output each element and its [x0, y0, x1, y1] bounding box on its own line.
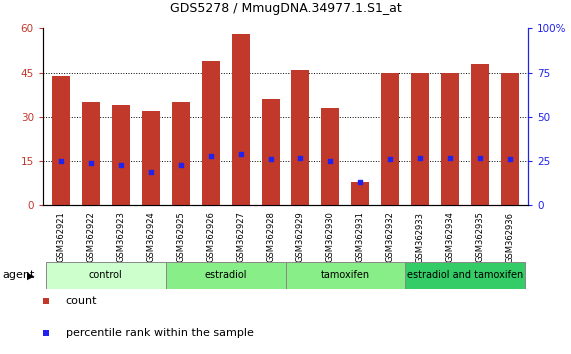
Bar [166, 262, 286, 289]
Point [56, 158, 65, 164]
Bar [405, 262, 525, 289]
Bar [411, 73, 429, 205]
Text: estradiol: estradiol [204, 270, 247, 280]
Point [296, 155, 305, 160]
Text: ▶: ▶ [27, 270, 35, 280]
Text: tamoxifen: tamoxifen [321, 270, 370, 280]
Point [416, 155, 425, 160]
Bar [351, 182, 369, 205]
Point [356, 179, 365, 185]
Bar [286, 262, 405, 289]
Text: control: control [89, 270, 123, 280]
Point [326, 158, 335, 164]
Bar [381, 73, 399, 205]
Text: GDS5278 / MmugDNA.34977.1.S1_at: GDS5278 / MmugDNA.34977.1.S1_at [170, 2, 401, 15]
Text: agent: agent [3, 270, 35, 280]
Point [506, 156, 515, 162]
Bar [441, 73, 459, 205]
Point [206, 153, 215, 159]
Point [86, 160, 95, 166]
Bar [142, 111, 160, 205]
Bar [172, 102, 190, 205]
Point [176, 162, 185, 167]
Bar [46, 262, 166, 289]
Text: count: count [66, 296, 97, 306]
Bar [321, 108, 339, 205]
Point [266, 156, 275, 162]
Bar [82, 102, 100, 205]
Text: estradiol and tamoxifen: estradiol and tamoxifen [407, 270, 524, 280]
Bar [471, 64, 489, 205]
Bar [232, 34, 250, 205]
Bar [52, 75, 70, 205]
Bar [501, 73, 519, 205]
Bar [291, 70, 309, 205]
Bar [262, 99, 280, 205]
Point [386, 156, 395, 162]
Point [446, 155, 455, 160]
Point [236, 151, 245, 157]
Bar [112, 105, 130, 205]
Text: percentile rank within the sample: percentile rank within the sample [66, 328, 254, 338]
Point [146, 169, 155, 175]
Point [476, 155, 485, 160]
Point [116, 162, 125, 167]
Bar [202, 61, 220, 205]
